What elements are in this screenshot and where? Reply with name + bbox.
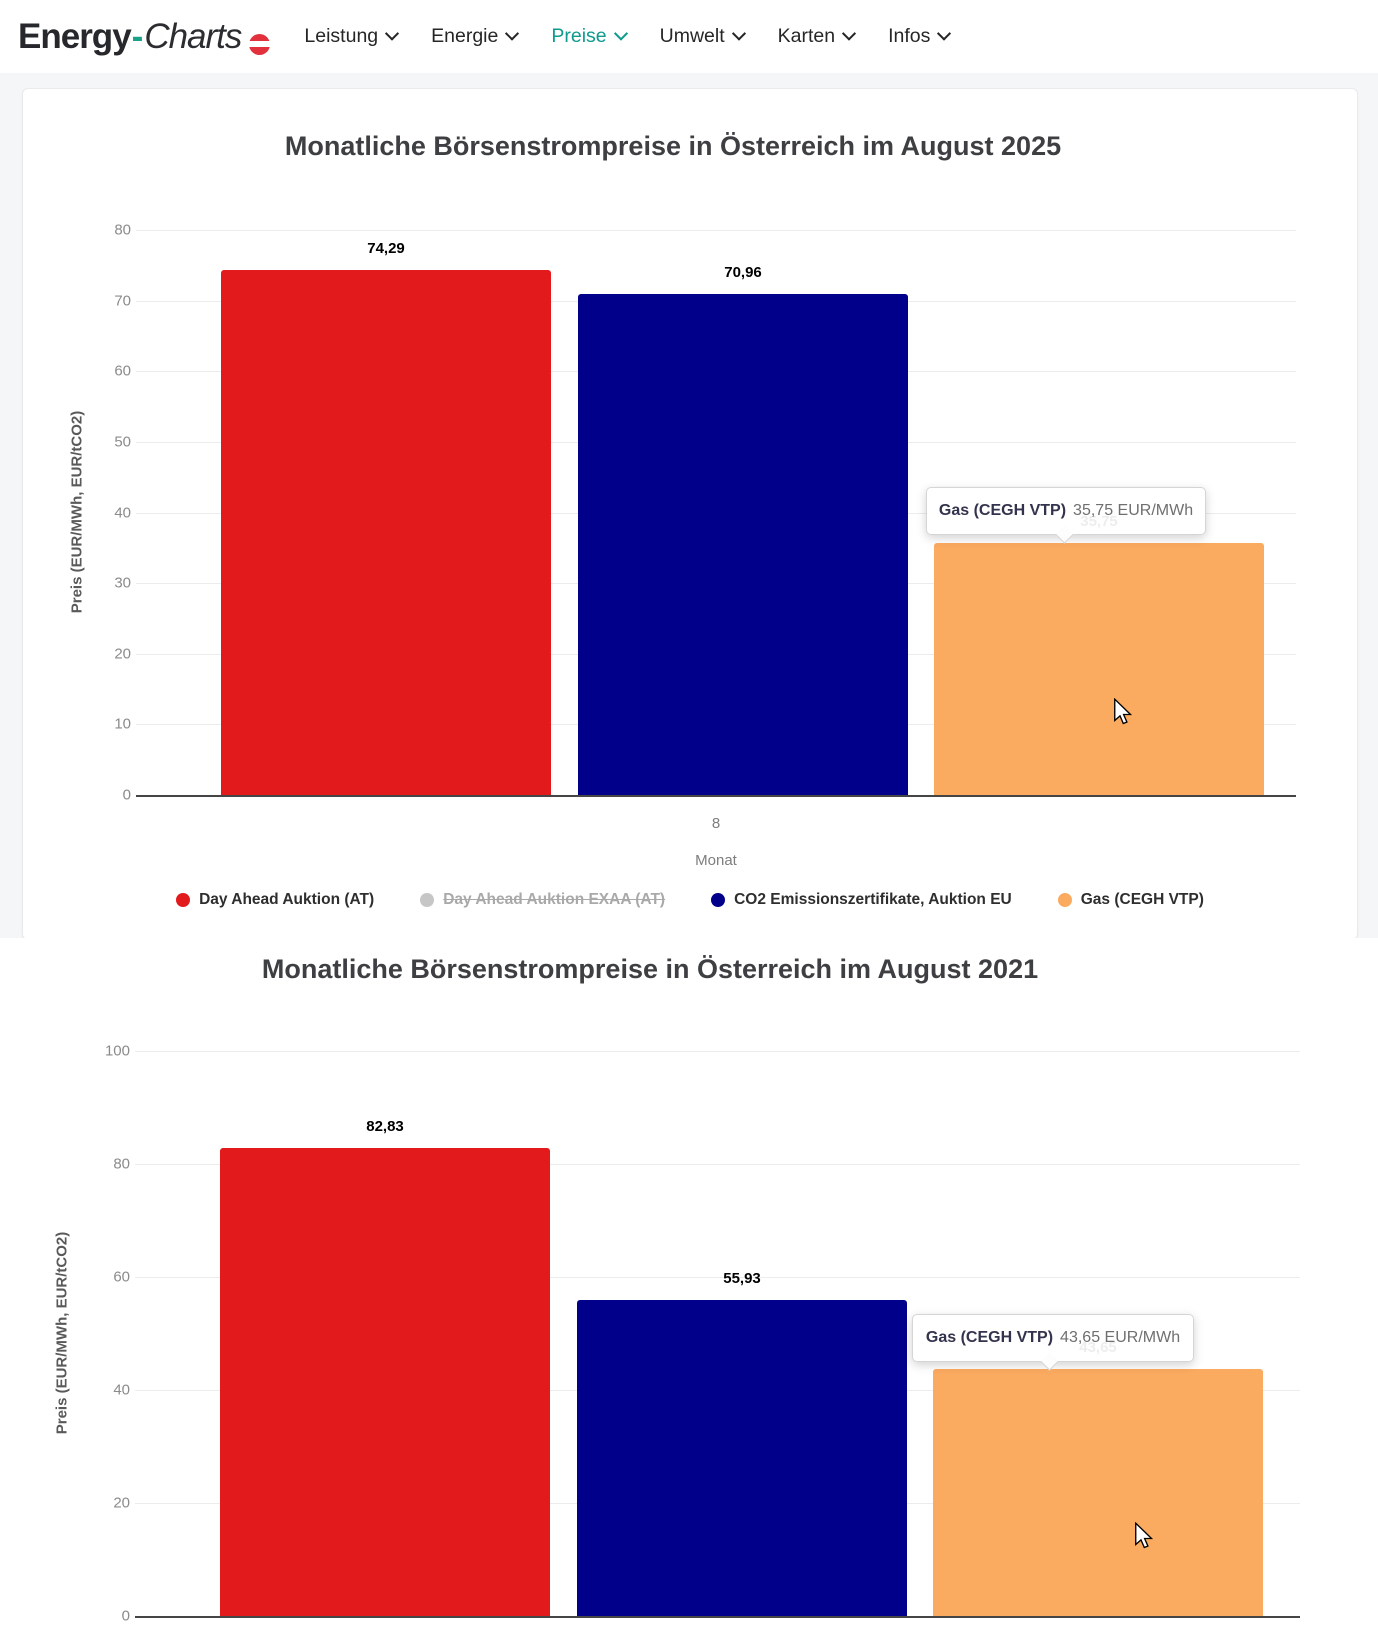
y-tick-label: 60 — [114, 362, 131, 380]
legend-marker — [1057, 893, 1072, 907]
y-tick-label: 80 — [114, 221, 131, 239]
chevron-down-icon — [505, 26, 520, 41]
bar-co2-emissionszertifikate-auktion-eu[interactable] — [578, 293, 908, 795]
nav-item-label: Umwelt — [659, 25, 725, 47]
logo-text-charts: Charts — [144, 16, 242, 56]
app-header: Energy - Charts Leistung Energie Preise Umwel… — [0, 0, 1378, 73]
legend-item-gas-cegh-vtp-[interactable]: Gas (CEGH VTP) — [1057, 891, 1204, 909]
nav-item-leistung[interactable]: Leistung — [304, 25, 400, 48]
chart-card-2025: Monatliche Börsenstrompreise in Österrei… — [22, 88, 1358, 940]
y-axis-title: Preis (EUR/MWh, EUR/tCO2) — [68, 410, 86, 614]
grid-line — [136, 230, 1296, 231]
nav-item-umwelt[interactable]: Umwelt — [659, 25, 746, 48]
tooltip-gas-2021: Gas (CEGH VTP) 43,65 EUR/MWh — [912, 1314, 1194, 1371]
nav-item-label: Karten — [777, 25, 836, 47]
y-tick-label: 0 — [121, 1607, 130, 1625]
x-axis-line — [136, 795, 1296, 797]
grid-line — [135, 1050, 1300, 1052]
tooltip-series-name: Gas (CEGH VTP) — [938, 502, 1067, 519]
bar-value-label: 55,93 — [723, 1269, 761, 1287]
grid-line — [135, 1276, 1300, 1278]
nav-item-label: Infos — [888, 25, 931, 47]
legend-label: CO2 Emissionszertifikate, Auktion EU — [734, 891, 1012, 908]
logo-hyphen: - — [131, 16, 144, 56]
chevron-down-icon — [937, 26, 952, 41]
grid-line — [135, 1163, 1300, 1165]
chart-legend: Day Ahead Auktion (AT) Day Ahead Auktion … — [23, 891, 1357, 909]
y-tick-label: 60 — [113, 1268, 130, 1286]
bar-value-label: 70,96 — [724, 263, 762, 281]
y-tick-label: 50 — [114, 433, 131, 451]
bar-gas-cegh-vtp-[interactable] — [933, 1369, 1263, 1616]
chevron-down-icon — [613, 26, 628, 41]
nav-item-energie[interactable]: Energie — [431, 25, 520, 48]
austria-flag-icon — [249, 34, 271, 55]
legend-marker — [176, 893, 191, 907]
energy-charts-logo[interactable]: Energy - Charts — [18, 16, 271, 57]
tooltip-series-name: Gas (CEGH VTP) — [925, 1329, 1054, 1346]
y-tick-label: 70 — [114, 292, 131, 310]
chart-section-2021: Monatliche Börsenstrompreise in Österrei… — [0, 938, 1378, 1633]
chart-title-2025: Monatliche Börsenstrompreise in Österrei… — [284, 131, 1062, 161]
legend-marker — [711, 893, 726, 907]
nav-item-preise[interactable]: Preise — [551, 25, 628, 48]
mouse-cursor — [1135, 1522, 1153, 1549]
nav-item-infos[interactable]: Infos — [888, 25, 952, 48]
nav-item-label: Preise — [551, 25, 607, 47]
nav-item-karten[interactable]: Karten — [777, 25, 857, 48]
chevron-down-icon — [385, 26, 400, 41]
legend-label: Gas (CEGH VTP) — [1080, 891, 1204, 908]
nav-item-label: Leistung — [304, 25, 379, 47]
y-tick-label: 40 — [113, 1381, 130, 1399]
y-tick-label: 80 — [113, 1155, 130, 1173]
legend-item-day-ahead-auktion-exaa-at-[interactable]: Day Ahead Auktion EXAA (AT) — [420, 891, 665, 909]
chart-title-2021: Monatliche Börsenstrompreise in Österrei… — [261, 954, 1039, 984]
x-tick-month: 8 — [711, 815, 721, 832]
tooltip-gas-2025: Gas (CEGH VTP) 35,75 EUR/MWh — [926, 487, 1206, 544]
x-axis-title: Monat — [695, 852, 737, 869]
legend-item-day-ahead-auktion-at-[interactable]: Day Ahead Auktion (AT) — [176, 891, 374, 909]
legend-item-co2-emissionszertifikate-auktion-eu[interactable]: CO2 Emissionszertifikate, Auktion EU — [711, 891, 1012, 909]
y-tick-label: 100 — [104, 1042, 130, 1060]
logo-text-energy: Energy — [18, 16, 132, 56]
y-tick-label: 30 — [114, 574, 131, 592]
legend-label: Day Ahead Auktion EXAA (AT) — [443, 891, 666, 908]
y-tick-label: 40 — [114, 504, 131, 521]
nav-item-label: Energie — [431, 25, 499, 47]
tooltip-value: 43,65 EUR/MWh — [1060, 1329, 1181, 1346]
tooltip-value: 35,75 EUR/MWh — [1073, 502, 1194, 519]
y-tick-label: 10 — [114, 715, 131, 733]
chevron-down-icon — [731, 26, 746, 41]
y-tick-label: 20 — [113, 1494, 130, 1512]
main-nav: Leistung Energie Preise Umwelt Karten Infos — [304, 25, 952, 48]
bar-gas-cegh-vtp-[interactable] — [934, 542, 1264, 795]
bar-value-label: 74,29 — [367, 240, 405, 258]
bar-day-ahead-auktion-at-[interactable] — [220, 1147, 550, 1616]
y-tick-label: 0 — [122, 786, 131, 804]
mouse-cursor — [1114, 698, 1132, 725]
bar-co2-emissionszertifikate-auktion-eu[interactable] — [577, 1299, 907, 1616]
chevron-down-icon — [842, 26, 857, 41]
legend-label: Day Ahead Auktion (AT) — [199, 891, 375, 908]
y-axis-title: Preis (EUR/MWh, EUR/tCO2) — [53, 1231, 71, 1435]
x-axis-line — [135, 1616, 1300, 1618]
bar-value-label: 82,83 — [366, 1117, 404, 1135]
y-tick-label: 20 — [114, 645, 131, 663]
legend-marker — [420, 893, 435, 907]
bar-day-ahead-auktion-at-[interactable] — [221, 270, 551, 795]
